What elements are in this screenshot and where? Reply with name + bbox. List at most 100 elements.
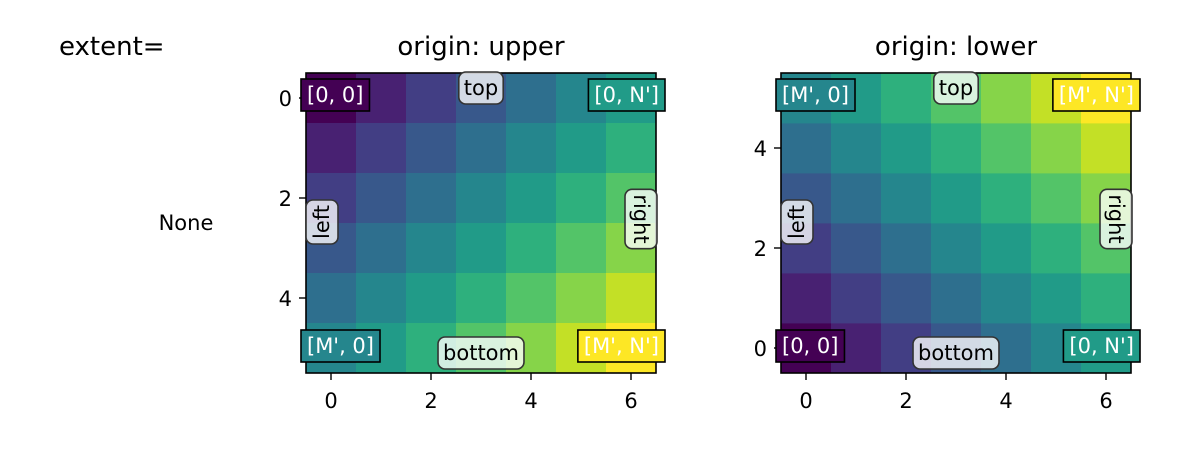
x-tick-label: 2 bbox=[899, 389, 912, 413]
corner-label-top-left: [0, 0] bbox=[300, 78, 371, 112]
heatmap-cell bbox=[881, 123, 932, 174]
heatmap-cell bbox=[606, 123, 657, 174]
heatmap-cell bbox=[881, 173, 932, 224]
row-header: extent= bbox=[59, 32, 165, 62]
corner-label-bottom-right: [0, N'] bbox=[1062, 329, 1141, 363]
svg-text:[M', 0]: [M', 0] bbox=[307, 334, 374, 358]
heatmap-cell bbox=[781, 123, 832, 174]
heatmap-cell bbox=[781, 273, 832, 324]
heatmap-cell bbox=[406, 173, 457, 224]
heatmap-cell bbox=[306, 273, 357, 324]
panel-title: origin: upper bbox=[397, 32, 565, 62]
heatmap-cell bbox=[1031, 123, 1082, 174]
y-tick-label: 2 bbox=[754, 237, 767, 261]
heatmap-cell bbox=[931, 173, 982, 224]
side-label-top: top bbox=[932, 71, 980, 105]
heatmap-cell bbox=[406, 123, 457, 174]
y-tick-label: 4 bbox=[279, 287, 292, 311]
heatmap-cell bbox=[506, 223, 557, 274]
corner-label-bottom-left: [0, 0] bbox=[775, 329, 846, 363]
heatmap-cell bbox=[356, 273, 407, 324]
heatmap-cell bbox=[931, 273, 982, 324]
heatmap-cell bbox=[981, 173, 1032, 224]
x-tick-label: 2 bbox=[424, 389, 437, 413]
svg-text:top: top bbox=[939, 76, 973, 100]
heatmap-cell bbox=[831, 123, 882, 174]
panel-origin-lower: origin: lower 0 2 4 6 0 2 4 [M', 0] [M', N'] [0, 0… bbox=[754, 32, 1141, 413]
svg-text:[0, N']: [0, N'] bbox=[1069, 334, 1134, 358]
heatmap-cell bbox=[831, 273, 882, 324]
heatmap-cell bbox=[306, 123, 357, 174]
corner-label-bottom-right: [M', N'] bbox=[577, 329, 666, 363]
panel-origin-upper: origin: upper 0 2 4 6 0 2 4 [0, 0] [0, N'] [M', 0]… bbox=[279, 32, 666, 413]
heatmap-cell bbox=[1031, 173, 1082, 224]
heatmap-cell bbox=[981, 223, 1032, 274]
heatmap-cell bbox=[356, 173, 407, 224]
svg-text:bottom: bottom bbox=[918, 341, 994, 365]
heatmap-cell bbox=[556, 273, 607, 324]
heatmap-cell bbox=[506, 173, 557, 224]
svg-text:[0, 0]: [0, 0] bbox=[782, 334, 838, 358]
heatmap-cell bbox=[931, 223, 982, 274]
heatmap-cell bbox=[506, 123, 557, 174]
heatmap-cell bbox=[831, 173, 882, 224]
side-label-left: left bbox=[305, 199, 339, 245]
row-label: None bbox=[159, 211, 214, 235]
heatmap-cell bbox=[356, 123, 407, 174]
heatmap-cell bbox=[981, 273, 1032, 324]
heatmap-cell bbox=[1081, 123, 1132, 174]
corner-label-top-right: [0, N'] bbox=[587, 78, 666, 112]
svg-text:[0, 0]: [0, 0] bbox=[307, 83, 363, 107]
svg-text:[M', N']: [M', N'] bbox=[1059, 83, 1134, 107]
x-tick-label: 6 bbox=[624, 389, 637, 413]
side-label-bottom: bottom bbox=[437, 336, 525, 370]
x-tick-label: 4 bbox=[999, 389, 1012, 413]
heatmap-cell bbox=[881, 73, 932, 124]
x-tick-label: 6 bbox=[1099, 389, 1112, 413]
panel-title: origin: lower bbox=[875, 32, 1037, 62]
heatmap-cells bbox=[306, 73, 657, 374]
svg-text:left: left bbox=[310, 205, 334, 239]
svg-text:right: right bbox=[629, 194, 653, 243]
side-label-left: left bbox=[780, 199, 814, 245]
heatmap-cell bbox=[881, 223, 932, 274]
heatmap-cell bbox=[981, 123, 1032, 174]
y-tick-label: 2 bbox=[279, 187, 292, 211]
svg-text:left: left bbox=[785, 205, 809, 239]
heatmap-cell bbox=[881, 273, 932, 324]
y-tick-label: 0 bbox=[754, 337, 767, 361]
heatmap-cell bbox=[456, 123, 507, 174]
heatmap-cell bbox=[1081, 273, 1132, 324]
side-label-bottom: bottom bbox=[912, 336, 1000, 370]
x-tick-label: 0 bbox=[324, 389, 337, 413]
side-label-right: right bbox=[1099, 188, 1133, 250]
heatmap-cell bbox=[556, 123, 607, 174]
svg-text:bottom: bottom bbox=[443, 341, 519, 365]
heatmap-cell bbox=[556, 173, 607, 224]
heatmap-cell bbox=[406, 273, 457, 324]
svg-text:top: top bbox=[464, 76, 498, 100]
heatmap-cell bbox=[606, 273, 657, 324]
heatmap-cell bbox=[931, 123, 982, 174]
heatmap-cell bbox=[506, 273, 557, 324]
heatmap-cell bbox=[1031, 223, 1082, 274]
heatmap-cell bbox=[356, 223, 407, 274]
heatmap-cell bbox=[1031, 273, 1082, 324]
corner-label-top-left: [M', 0] bbox=[775, 78, 856, 112]
heatmap-cell bbox=[506, 73, 557, 124]
heatmap-cell bbox=[831, 223, 882, 274]
y-tick-label: 4 bbox=[754, 137, 767, 161]
corner-label-bottom-left: [M', 0] bbox=[300, 329, 381, 363]
heatmap-cell bbox=[456, 223, 507, 274]
heatmap-cell bbox=[456, 173, 507, 224]
heatmap-cell bbox=[456, 273, 507, 324]
heatmap-cell bbox=[981, 73, 1032, 124]
svg-text:[M', N']: [M', N'] bbox=[584, 334, 659, 358]
svg-text:right: right bbox=[1104, 194, 1128, 243]
svg-text:[M', 0]: [M', 0] bbox=[782, 83, 849, 107]
x-tick-label: 0 bbox=[799, 389, 812, 413]
x-tick-label: 4 bbox=[524, 389, 537, 413]
svg-text:[0, N']: [0, N'] bbox=[594, 83, 659, 107]
y-tick-label: 0 bbox=[279, 87, 292, 111]
